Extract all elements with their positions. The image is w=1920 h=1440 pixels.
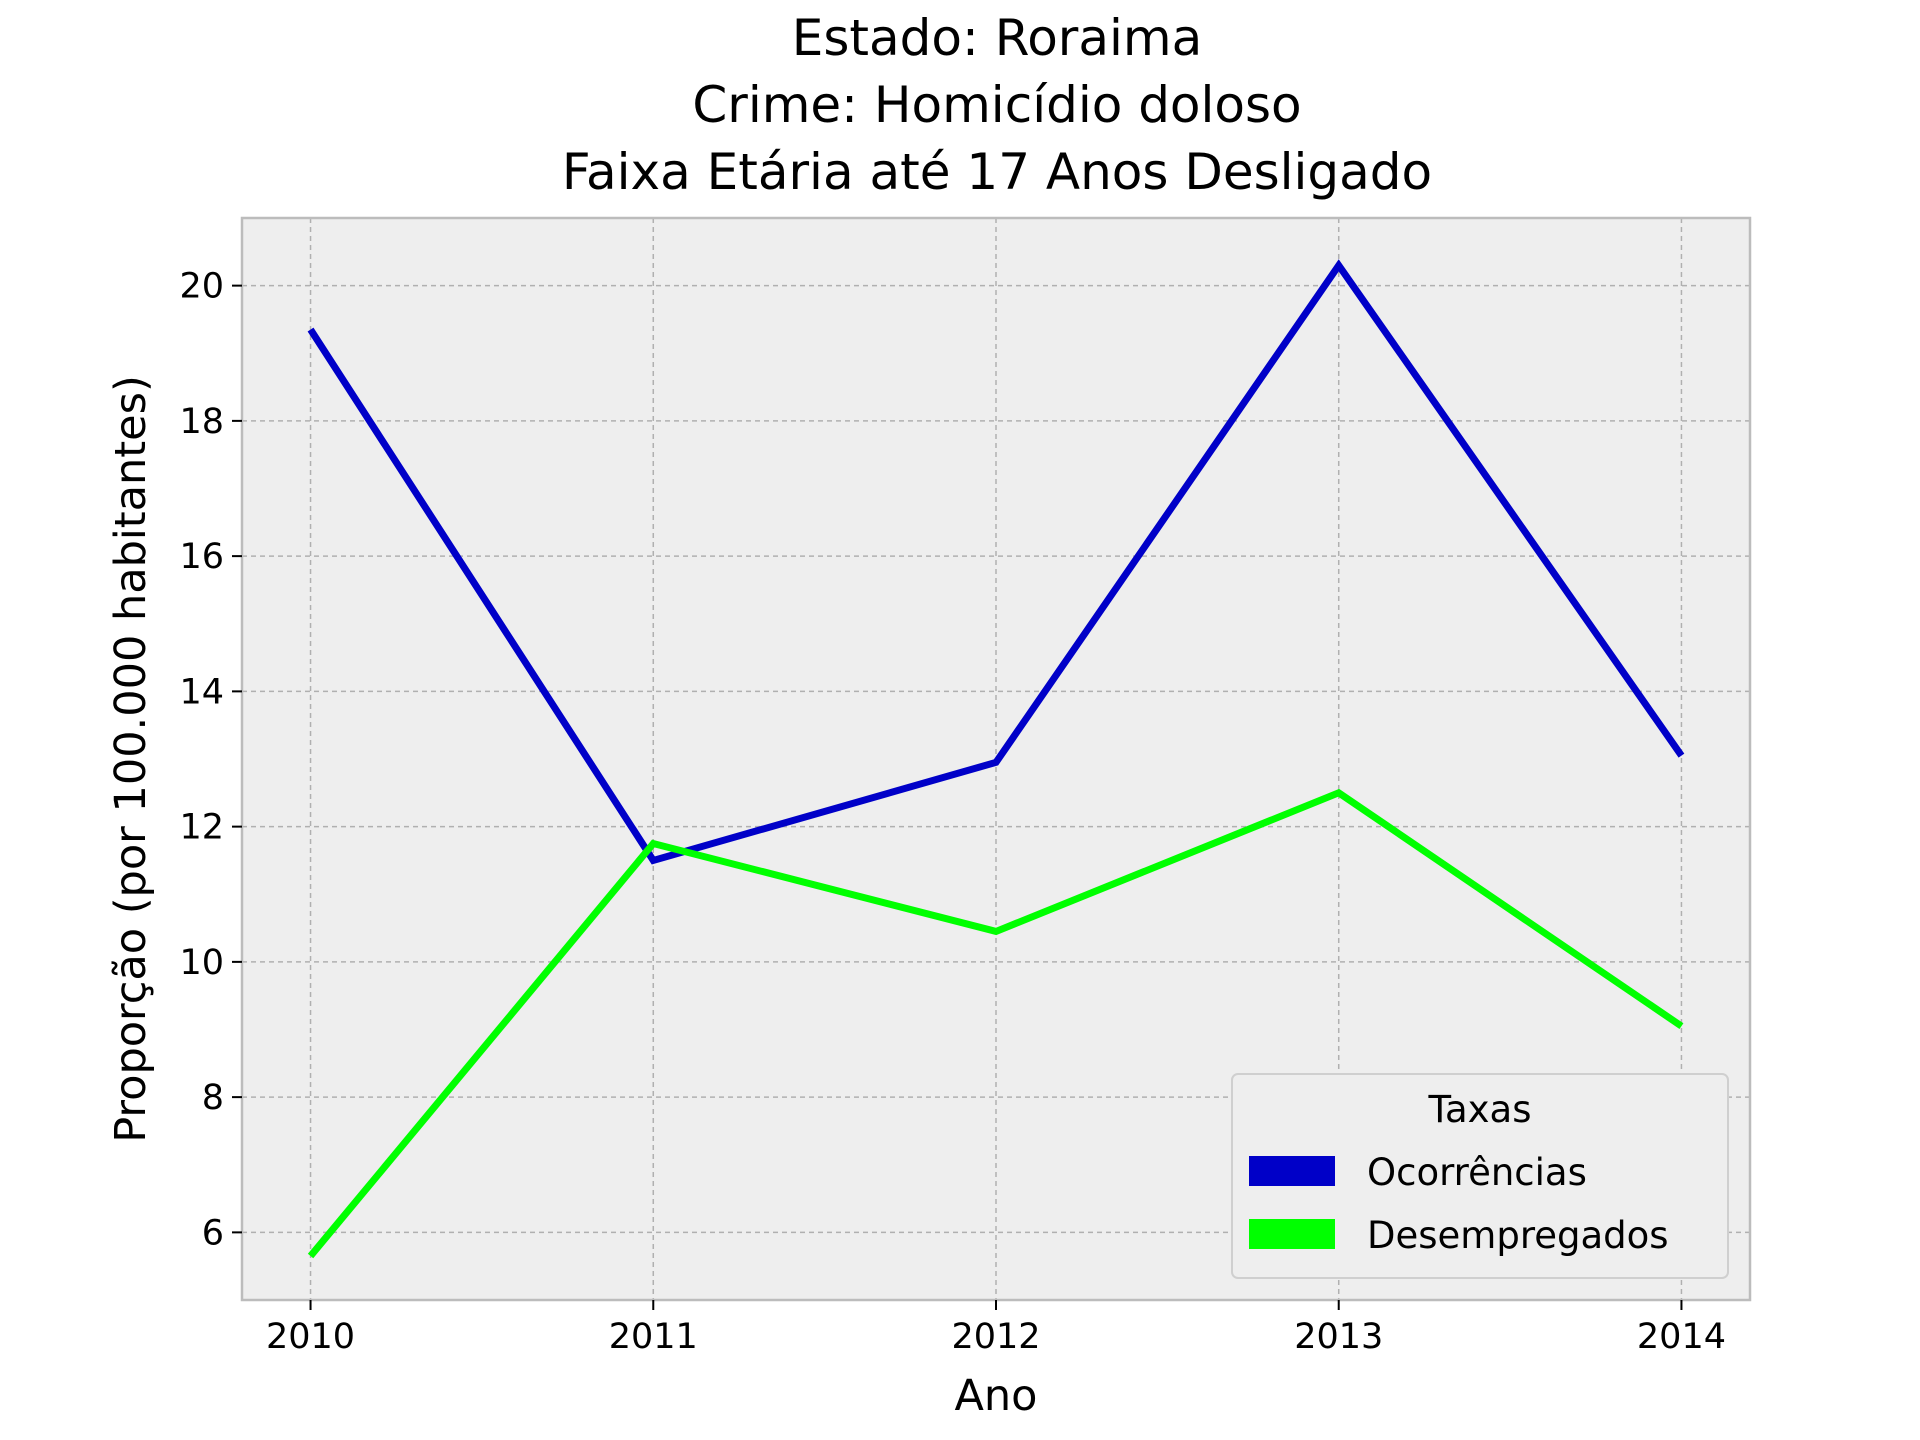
legend-swatch <box>1249 1219 1335 1249</box>
x-tick-label: 2014 <box>1637 1317 1726 1357</box>
y-tick-label: 14 <box>179 672 224 712</box>
y-tick-label: 16 <box>179 537 224 577</box>
series-line-2 <box>307 788 1684 1259</box>
y-axis-label: Proporção (por 100.000 habitantes) <box>106 375 156 1143</box>
y-axis-ticks: 6 8 10 12 14 16 18 20 <box>179 267 242 1253</box>
title-line-1: Estado: Roraima <box>792 9 1202 67</box>
chart-title: Estado: Roraima Crime: Homicídio doloso … <box>562 9 1432 201</box>
y-tick-label: 18 <box>179 402 224 442</box>
x-tick-label: 2010 <box>266 1317 355 1357</box>
y-tick-label: 12 <box>179 808 224 848</box>
y-tick-label: 20 <box>179 267 224 307</box>
x-tick-label: 2011 <box>609 1317 698 1357</box>
legend-box <box>1231 1073 1729 1279</box>
series-line-1 <box>307 259 1685 865</box>
legend-title: Taxas <box>1428 1088 1532 1131</box>
y-tick-label: 10 <box>179 943 224 983</box>
legend: Taxas Ocorrências Desempregados <box>1231 1073 1729 1279</box>
x-tick-label: 2013 <box>1294 1317 1383 1357</box>
y-tick-label: 8 <box>202 1078 224 1118</box>
x-tick-label: 2012 <box>951 1317 1040 1357</box>
y-tick-label: 6 <box>202 1213 224 1253</box>
series-lines <box>307 259 1685 1259</box>
title-line-3: Faixa Etária até 17 Anos Desligado <box>562 143 1432 201</box>
legend-swatch <box>1249 1156 1335 1186</box>
legend-label: Ocorrências <box>1367 1151 1587 1194</box>
legend-entries: Ocorrências Desempregados <box>1249 1151 1669 1257</box>
x-axis-label: Ano <box>955 1371 1038 1421</box>
x-axis-ticks: 2010 2011 2012 2013 2014 <box>266 1300 1726 1357</box>
title-line-2: Crime: Homicídio doloso <box>692 76 1301 134</box>
legend-label: Desempregados <box>1367 1214 1669 1257</box>
